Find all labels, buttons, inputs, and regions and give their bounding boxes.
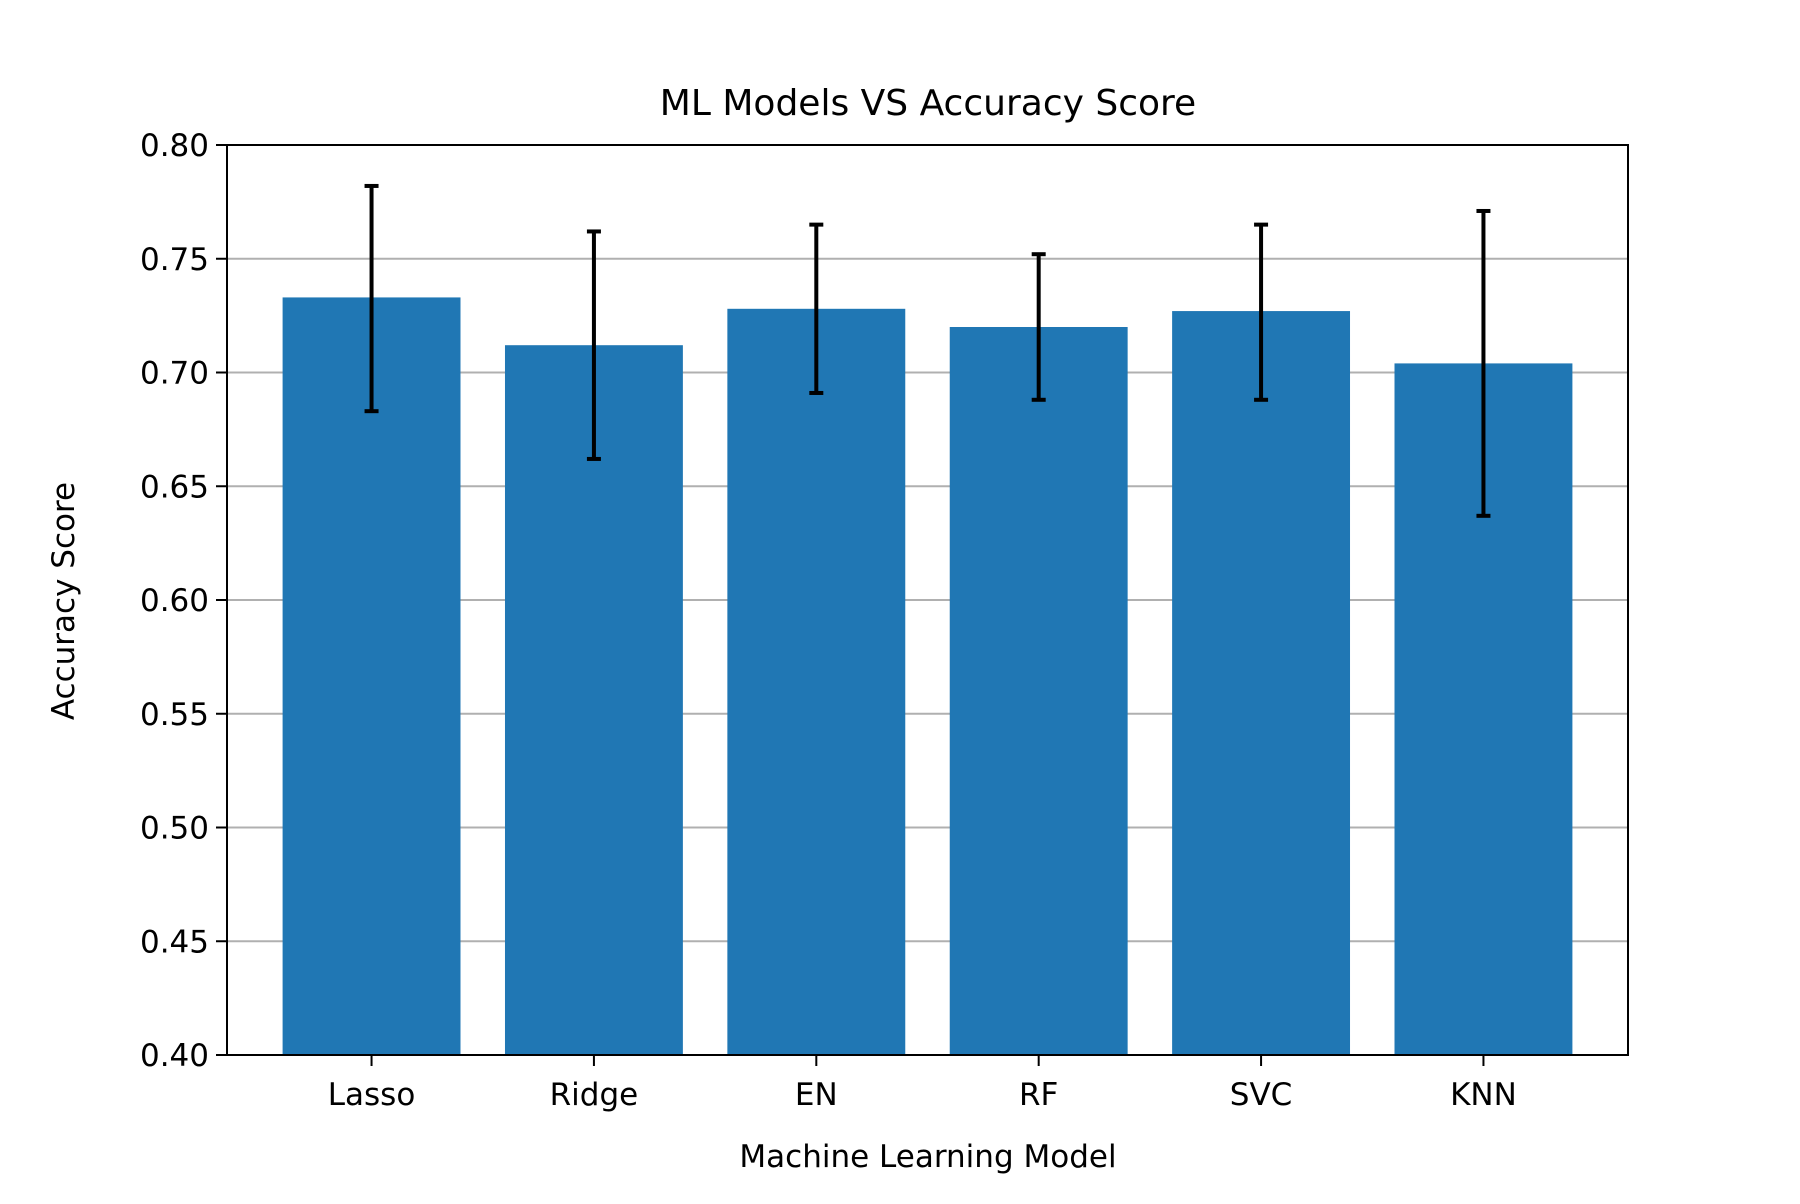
y-axis-ticks: 0.40 0.45 0.50 0.55 0.60 0.65 0.70 0.75 0.80 (140, 128, 227, 1074)
error-bar-rf (1031, 252, 1046, 402)
bars (282, 297, 1573, 1055)
bar-ridge (504, 345, 683, 1055)
y-tick-label: 0.80 (140, 128, 209, 164)
chart-title: ML Models VS Accuracy Score (660, 83, 1196, 124)
y-tick-label: 0.40 (140, 1038, 209, 1074)
x-tick-label: Ridge (550, 1077, 639, 1113)
x-tick-label: Lasso (328, 1077, 416, 1113)
bar-en (727, 308, 906, 1055)
y-tick-label: 0.75 (140, 242, 209, 278)
x-axis-label: Machine Learning Model (739, 1139, 1116, 1175)
y-tick-label: 0.55 (140, 697, 209, 733)
x-axis-ticks: Lasso Ridge EN RF SVC KNN (328, 1055, 1517, 1113)
bar-svc (1172, 311, 1351, 1055)
x-tick-label: SVC (1230, 1077, 1293, 1113)
bar-rf (949, 327, 1128, 1055)
x-tick-label: EN (795, 1077, 838, 1113)
bar-lasso (282, 297, 461, 1055)
y-tick-label: 0.60 (140, 583, 209, 619)
error-bars (364, 183, 1491, 518)
y-tick-label: 0.45 (140, 924, 209, 960)
x-tick-label: RF (1019, 1077, 1058, 1113)
y-tick-label: 0.65 (140, 469, 209, 505)
error-bar-ridge (586, 229, 601, 461)
y-tick-label: 0.50 (140, 811, 209, 847)
y-tick-label: 0.70 (140, 356, 209, 392)
error-bar-lasso (364, 183, 379, 414)
x-tick-label: KNN (1450, 1077, 1517, 1113)
y-axis-label: Accuracy Score (46, 482, 82, 720)
error-bar-en (809, 222, 824, 395)
error-bar-svc (1254, 222, 1269, 402)
error-bar-knn (1476, 208, 1491, 518)
